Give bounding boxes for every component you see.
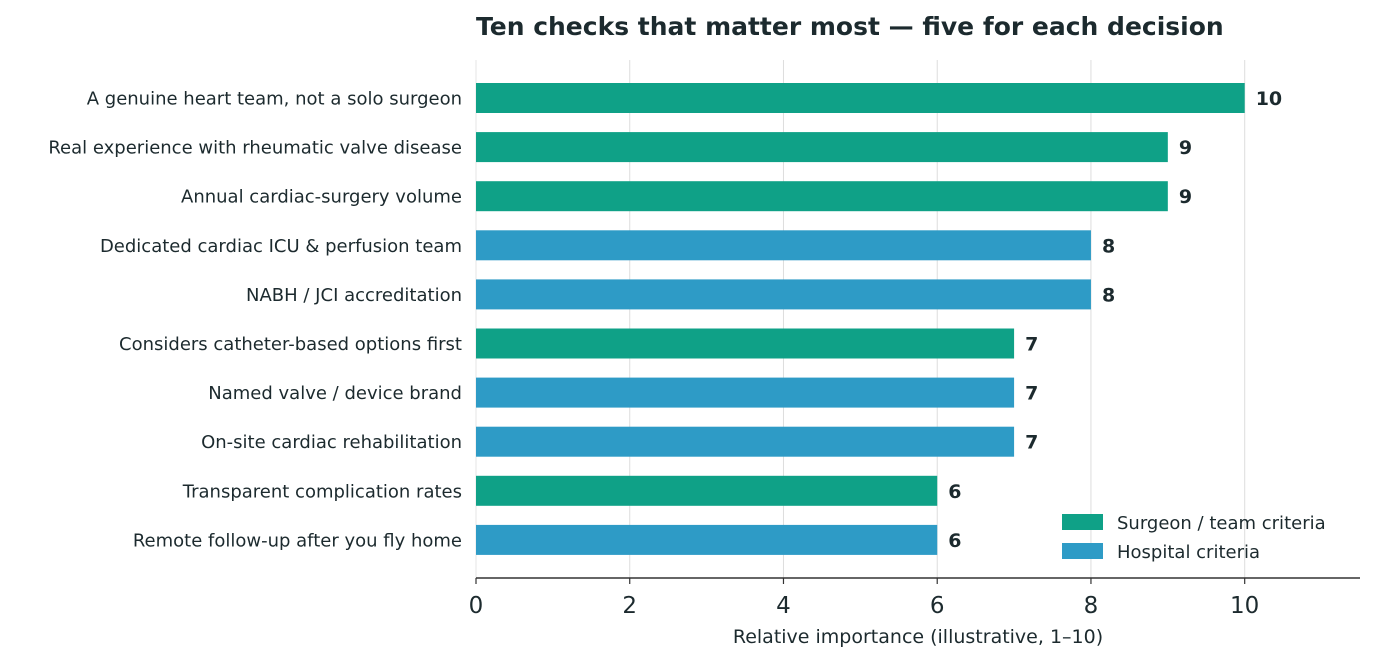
- bar-hospital: [476, 230, 1091, 261]
- value-label: 8: [1102, 235, 1115, 257]
- x-tick-label: 10: [1230, 593, 1259, 619]
- bar-surgeon: [476, 132, 1168, 163]
- bar-surgeon: [476, 181, 1168, 212]
- value-label: 6: [948, 530, 961, 552]
- value-label: 7: [1025, 383, 1038, 405]
- category-label: Annual cardiac-surgery volume: [181, 187, 462, 208]
- bar-hospital: [476, 279, 1091, 310]
- value-label: 9: [1179, 186, 1192, 208]
- bar-hospital: [476, 426, 1015, 457]
- bar-surgeon: [476, 328, 1015, 359]
- category-label: A genuine heart team, not a solo surgeon: [87, 89, 462, 110]
- value-label: 10: [1256, 88, 1282, 110]
- category-label: On-site cardiac rehabilitation: [201, 432, 462, 453]
- legend: Surgeon / team criteria Hospital criteria: [1062, 513, 1326, 563]
- category-label: NABH / JCI accreditation: [246, 285, 462, 306]
- value-label: 7: [1025, 334, 1038, 356]
- value-label: 7: [1025, 432, 1038, 454]
- category-label: Remote follow-up after you fly home: [133, 530, 462, 551]
- category-labels: A genuine heart team, not a solo surgeon…: [48, 89, 462, 552]
- legend-label: Hospital criteria: [1117, 542, 1260, 563]
- legend-swatch-hospital: [1062, 543, 1103, 559]
- x-tick-label: 8: [1084, 593, 1099, 619]
- x-tick-label: 4: [776, 593, 791, 619]
- value-label: 8: [1102, 284, 1115, 306]
- x-tick-label: 0: [469, 593, 484, 619]
- legend-swatch-surgeon: [1062, 514, 1103, 530]
- bar-hospital: [476, 377, 1015, 408]
- x-axis-label: Relative importance (illustrative, 1–10): [733, 626, 1103, 648]
- category-label: Real experience with rheumatic valve dis…: [48, 138, 462, 159]
- value-label: 9: [1179, 137, 1192, 159]
- bar-hospital: [476, 524, 938, 555]
- value-label: 6: [948, 481, 961, 503]
- category-label: Named valve / device brand: [208, 383, 462, 404]
- bar-surgeon: [476, 83, 1245, 113]
- category-label: Dedicated cardiac ICU & perfusion team: [100, 236, 462, 257]
- x-tick-label: 6: [930, 593, 945, 619]
- bar-surgeon: [476, 475, 938, 506]
- bars: [476, 83, 1245, 555]
- category-label: Considers catheter-based options first: [119, 334, 462, 355]
- legend-label: Surgeon / team criteria: [1117, 513, 1326, 534]
- x-tick-label: 2: [622, 593, 637, 619]
- category-label: Transparent complication rates: [182, 481, 462, 502]
- value-labels: 10 9 9 8 8 7 7 7 6 6: [948, 88, 1282, 552]
- chart-title: Ten checks that matter most — five for e…: [476, 12, 1224, 41]
- x-axis: 0 2 4 6 8 10: [469, 577, 1360, 619]
